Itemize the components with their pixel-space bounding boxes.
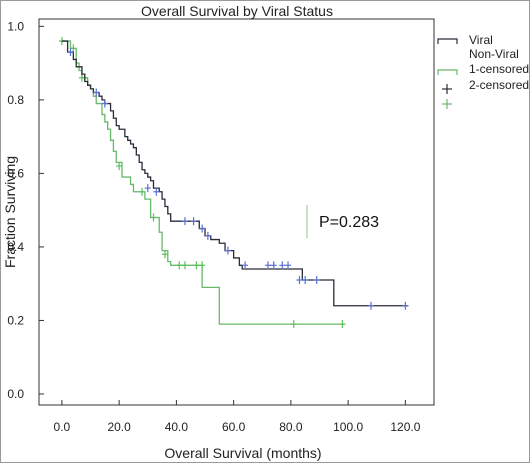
legend-viral: Viral <box>469 33 493 47</box>
y-tick-label: 0.6 <box>7 166 24 180</box>
legend-non-viral: Non-Viral <box>469 47 519 61</box>
censor-mark-non-viral <box>161 250 168 259</box>
x-tick-label: 120.0 <box>390 420 420 434</box>
censor-mark-viral <box>144 184 151 193</box>
y-tick-label: 0.4 <box>7 240 24 254</box>
censor-mark-viral <box>368 301 375 310</box>
censor-mark-viral <box>101 99 108 108</box>
x-tick-label: 0.0 <box>54 420 71 434</box>
censor-mark-viral <box>402 301 409 310</box>
legend-2-censored: 2-censored <box>469 78 529 92</box>
x-axis-title: Overall Survival (months) <box>164 445 321 461</box>
censor-mark-non-viral <box>176 261 183 270</box>
censor-mark-viral <box>313 276 320 285</box>
legend-swatch-viral-censored <box>442 84 452 94</box>
chart-title: Overall Survival by Viral Status <box>141 3 333 19</box>
x-tick-label: 60.0 <box>222 420 246 434</box>
censor-mark-non-viral <box>70 44 77 53</box>
censor-mark-viral <box>224 246 231 255</box>
censor-mark-viral <box>296 276 303 285</box>
censor-mark-viral <box>204 231 211 240</box>
x-tick-label: 40.0 <box>165 420 189 434</box>
legend-swatch-viral <box>437 38 458 44</box>
y-tick-label: 1.0 <box>7 19 24 33</box>
series-line-non-viral <box>61 40 346 325</box>
x-axis: 0.0 20.0 40.0 60.0 80.0 100.0 120.0 <box>54 400 421 434</box>
censor-mark-non-viral <box>339 320 346 329</box>
legend-swatch-non-viral-censored <box>442 99 452 109</box>
series-layer <box>58 37 409 329</box>
y-axis: 0.0 0.2 0.4 0.6 0.8 1.0 <box>7 19 44 401</box>
censor-mark-non-viral <box>139 187 146 196</box>
censor-mark-viral <box>264 261 271 270</box>
censor-mark-non-viral <box>116 162 123 171</box>
censor-mark-viral <box>302 276 309 285</box>
legend-1-censored: 1-censored <box>469 62 529 76</box>
censor-mark-viral <box>285 261 292 270</box>
censor-mark-viral <box>242 261 249 270</box>
y-axis-title: Fraction Surviving <box>2 156 18 268</box>
censor-mark-non-viral <box>290 320 297 329</box>
censor-mark-non-viral <box>181 261 188 270</box>
p-value-annotation: P=0.283 <box>306 205 379 238</box>
censor-mark-viral <box>93 88 100 97</box>
censor-mark-viral <box>181 217 188 226</box>
x-tick-label: 100.0 <box>333 420 363 434</box>
y-tick-label: 0.0 <box>7 387 24 401</box>
censor-mark-non-viral <box>150 213 157 222</box>
series-line-viral <box>61 40 409 307</box>
censor-mark-non-viral <box>199 261 206 270</box>
x-tick-label: 20.0 <box>107 420 131 434</box>
p-value-text: P=0.283 <box>319 214 379 231</box>
y-tick-label: 0.8 <box>7 93 24 107</box>
censor-mark-viral <box>67 48 74 57</box>
y-tick-label: 0.2 <box>7 313 24 327</box>
plot-area <box>38 18 435 406</box>
censor-mark-viral <box>270 261 277 270</box>
censor-mark-viral <box>153 187 160 196</box>
legend-swatch-non-viral <box>437 69 458 75</box>
censor-mark-viral <box>190 217 197 226</box>
censor-mark-non-viral <box>193 261 200 270</box>
legend: Viral Non-Viral 1-censored 2-censored <box>437 33 529 109</box>
censor-mark-viral <box>199 224 206 233</box>
censor-mark-viral <box>279 261 286 270</box>
x-tick-label: 80.0 <box>279 420 303 434</box>
